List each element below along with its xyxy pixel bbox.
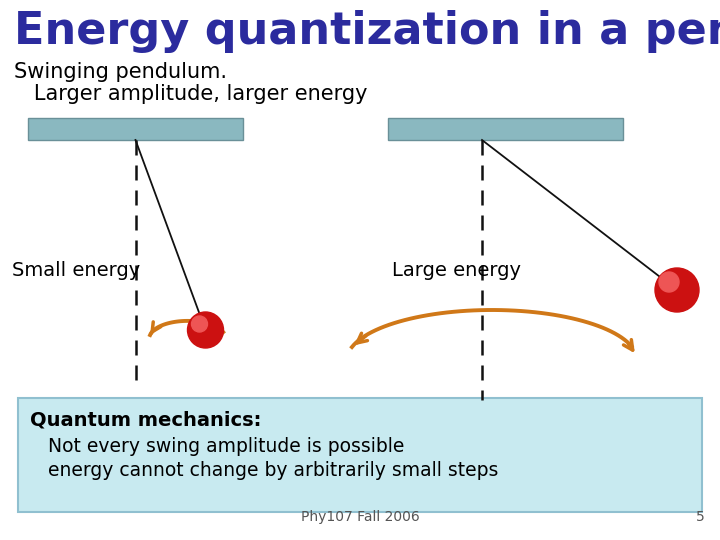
Text: Not every swing amplitude is possible: Not every swing amplitude is possible	[30, 437, 405, 456]
Text: Large energy: Large energy	[392, 260, 521, 280]
Text: Energy quantization in a pendulum: Energy quantization in a pendulum	[14, 10, 720, 53]
Text: Swinging pendulum.: Swinging pendulum.	[14, 62, 227, 82]
Circle shape	[659, 272, 679, 292]
Text: Quantum mechanics:: Quantum mechanics:	[30, 410, 261, 429]
Text: Larger amplitude, larger energy: Larger amplitude, larger energy	[14, 84, 367, 104]
Circle shape	[192, 316, 207, 332]
Text: 5: 5	[696, 510, 704, 524]
Circle shape	[187, 312, 223, 348]
FancyBboxPatch shape	[388, 118, 623, 140]
Circle shape	[655, 268, 699, 312]
Text: energy cannot change by arbitrarily small steps: energy cannot change by arbitrarily smal…	[30, 461, 498, 480]
Text: Small energy: Small energy	[12, 260, 140, 280]
FancyBboxPatch shape	[18, 398, 702, 512]
FancyBboxPatch shape	[28, 118, 243, 140]
Text: Phy107 Fall 2006: Phy107 Fall 2006	[301, 510, 419, 524]
